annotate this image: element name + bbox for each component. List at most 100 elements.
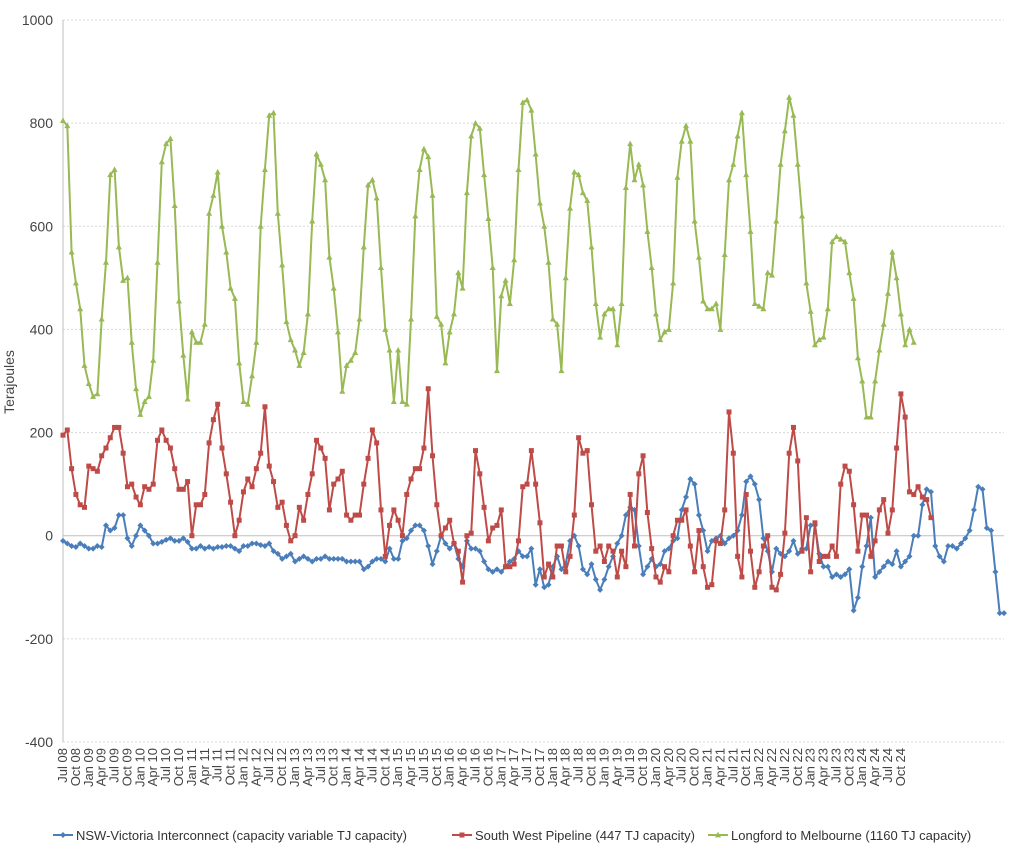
- data-point: [657, 579, 663, 585]
- data-point: [743, 171, 750, 178]
- data-point: [567, 553, 573, 559]
- data-point: [580, 450, 586, 456]
- data-point: [601, 576, 608, 583]
- data-point: [584, 197, 591, 203]
- x-tick-label: Jul 19: [622, 748, 637, 783]
- data-point: [747, 473, 754, 480]
- legend-swatch-marker: [459, 832, 465, 838]
- data-point: [837, 573, 844, 580]
- data-point: [970, 506, 977, 513]
- x-tick-label: Jan 10: [132, 748, 147, 787]
- data-point: [670, 279, 677, 286]
- y-tick-label: -200: [25, 631, 53, 647]
- data-point: [309, 558, 316, 565]
- data-point: [347, 558, 354, 565]
- data-point: [751, 481, 758, 488]
- data-point: [738, 512, 745, 519]
- data-point: [206, 440, 212, 446]
- data-point: [562, 274, 569, 281]
- data-point: [99, 453, 105, 459]
- data-point: [145, 393, 152, 399]
- legend-item: NSW-Victoria Interconnect (capacity vari…: [53, 828, 407, 843]
- data-point: [296, 504, 302, 510]
- data-point: [98, 315, 105, 322]
- data-point: [163, 437, 169, 443]
- data-point: [722, 507, 728, 513]
- data-point: [90, 393, 97, 399]
- x-tick-label: Jan 14: [339, 748, 354, 787]
- data-point: [193, 502, 199, 508]
- data-point: [163, 140, 170, 147]
- data-point: [867, 413, 874, 420]
- data-point: [98, 544, 105, 551]
- data-point: [528, 448, 534, 454]
- data-point: [283, 318, 290, 325]
- data-point: [197, 339, 204, 345]
- data-point: [185, 479, 191, 485]
- data-point: [777, 161, 784, 167]
- data-point: [842, 238, 849, 245]
- data-point: [618, 532, 625, 539]
- data-point: [902, 414, 908, 420]
- data-point: [851, 502, 857, 508]
- data-point: [592, 576, 599, 583]
- data-point: [902, 341, 909, 348]
- data-point: [584, 571, 591, 578]
- data-point: [257, 223, 264, 229]
- data-point: [236, 517, 242, 523]
- data-point: [292, 533, 298, 539]
- data-point: [137, 502, 143, 508]
- data-point: [227, 543, 234, 550]
- data-point: [821, 553, 827, 559]
- data-point: [743, 491, 749, 497]
- data-point: [334, 328, 341, 335]
- data-point: [240, 543, 247, 550]
- data-point: [292, 558, 299, 565]
- data-point: [301, 517, 307, 523]
- data-point: [223, 471, 229, 477]
- x-tick-label: Apr 20: [661, 748, 676, 786]
- x-tick-label: Apr 22: [764, 748, 779, 786]
- x-tick-label: Apr 21: [712, 748, 727, 786]
- data-point: [430, 453, 436, 459]
- x-tick-label: Oct 24: [893, 748, 908, 786]
- data-point: [962, 535, 969, 542]
- data-point: [485, 538, 491, 544]
- data-point: [279, 499, 285, 505]
- data-point: [885, 530, 891, 536]
- data-point: [356, 315, 363, 322]
- data-point: [347, 357, 354, 363]
- data-point: [661, 328, 668, 335]
- data-point: [649, 546, 655, 552]
- data-point: [382, 326, 389, 332]
- data-point: [889, 507, 895, 513]
- data-point: [876, 346, 883, 353]
- data-point: [833, 553, 839, 559]
- data-point: [72, 279, 79, 286]
- data-point: [343, 362, 350, 368]
- data-point: [442, 359, 449, 366]
- data-point: [455, 548, 461, 554]
- y-tick-label: 200: [30, 425, 54, 441]
- data-point: [81, 504, 87, 510]
- data-point: [652, 310, 659, 317]
- data-point: [692, 569, 698, 575]
- data-point: [201, 321, 208, 327]
- series-line: [62, 96, 915, 419]
- data-point: [910, 532, 917, 539]
- y-tick-label: 600: [30, 218, 54, 234]
- data-point: [554, 543, 560, 549]
- data-point: [167, 445, 173, 451]
- data-point: [902, 558, 909, 565]
- x-tick-label: Oct 13: [326, 748, 341, 786]
- data-point: [786, 450, 792, 456]
- data-point: [872, 573, 879, 580]
- data-point: [829, 573, 836, 580]
- x-tick-label: Apr 11: [197, 748, 212, 785]
- data-point: [416, 522, 423, 529]
- data-point: [889, 248, 896, 255]
- data-point: [64, 427, 70, 433]
- data-point: [816, 336, 823, 343]
- data-point: [687, 543, 693, 549]
